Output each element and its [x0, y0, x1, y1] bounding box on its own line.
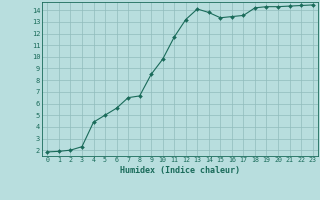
X-axis label: Humidex (Indice chaleur): Humidex (Indice chaleur) [120, 166, 240, 175]
